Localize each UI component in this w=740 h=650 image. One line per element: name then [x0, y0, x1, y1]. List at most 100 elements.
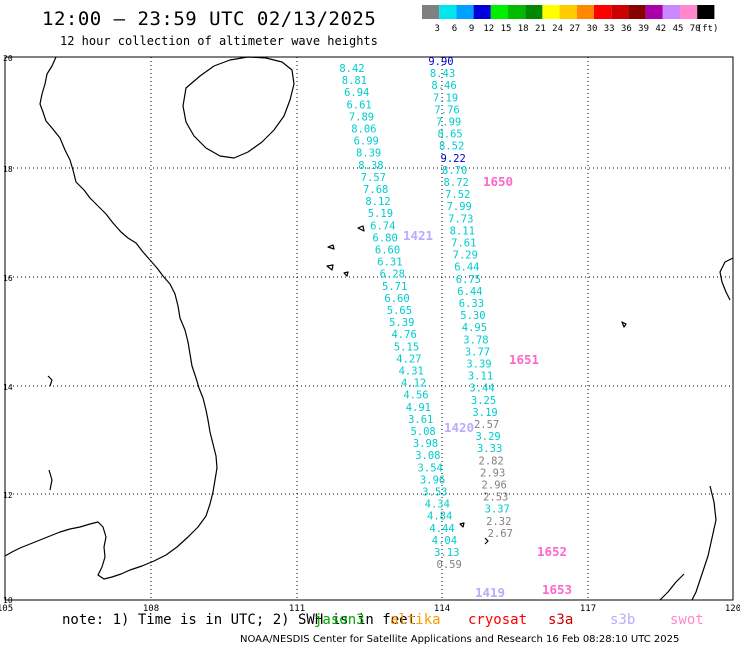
latitude-label: 14 — [3, 383, 13, 392]
wave-height-value: 6.75 — [456, 274, 481, 286]
wave-height-value: 2.67 — [488, 528, 513, 540]
wave-height-value: 3.39 — [466, 359, 491, 371]
track-time-label: 1420 — [444, 420, 474, 435]
islet-e — [459, 522, 465, 528]
wave-height-value: 5.65 — [387, 305, 412, 317]
hainan-coast — [182, 56, 295, 159]
wave-height-value: 0.59 — [437, 559, 462, 571]
wave-height-value: 9.90 — [428, 56, 453, 68]
wave-height-value: 4.04 — [432, 535, 457, 547]
track-time-label: 1650 — [483, 174, 513, 189]
wave-height-value: 7.89 — [349, 111, 374, 123]
wave-height-value: 5.39 — [389, 317, 414, 329]
islet-f — [484, 537, 489, 545]
wave-height-value: 8.43 — [430, 68, 455, 80]
satellite-tracks: 8.428.816.946.617.898.066.998.398.387.57… — [339, 56, 513, 571]
latitude-label: 20 — [3, 54, 13, 63]
wave-height-value: 3.08 — [415, 450, 440, 462]
wave-height-value: 6.60 — [375, 245, 400, 257]
colorbar-tick-label: 39 — [638, 24, 649, 34]
wave-height-value: 7.19 — [433, 92, 458, 104]
wave-height-value: 3.96 — [420, 474, 445, 486]
wave-height-value: 3.37 — [485, 504, 510, 516]
colorbar-swatch — [662, 5, 680, 19]
wave-height-value: 6.60 — [384, 293, 409, 305]
colorbar-tick-label: 12 — [483, 24, 494, 34]
islet-d — [343, 271, 349, 277]
wave-height-colorbar: 3 6 9 12 15 18 21 24 27 30 33 36 39 42 45 70(ft) — [422, 5, 718, 34]
latitude-label: 16 — [3, 274, 13, 283]
longitude-tick-labels: 105 108 111 114 117 120 — [0, 604, 740, 614]
latitude-label: 12 — [3, 491, 13, 500]
colorbar-swatch — [680, 5, 698, 19]
borneo-coast — [659, 573, 685, 601]
wave-height-value: 6.74 — [370, 220, 395, 232]
luzon-coast — [719, 257, 734, 301]
wave-height-value: 6.31 — [377, 257, 402, 269]
wave-height-value: 3.25 — [471, 395, 496, 407]
wave-height-value: 7.68 — [363, 184, 388, 196]
wave-height-value: 3.19 — [472, 407, 497, 419]
colorbar-swatch — [525, 5, 543, 19]
colorbar-swatch — [645, 5, 663, 19]
wave-height-value: 6.28 — [380, 269, 405, 281]
colorbar-tick-label: 24 — [552, 24, 563, 34]
track-time-label: 1419 — [475, 585, 505, 600]
colorbar-swatch — [439, 5, 457, 19]
wave-height-value: 3.44 — [469, 383, 494, 395]
wave-height-value: 3.53 — [422, 487, 447, 499]
wave-height-value: 4.31 — [399, 366, 424, 378]
wave-height-value: 8.46 — [431, 80, 456, 92]
wave-height-value: 3.78 — [463, 334, 488, 346]
colorbar-tick-label: 27 — [569, 24, 580, 34]
wave-height-value: 4.12 — [401, 378, 426, 390]
colorbar-swatch — [697, 5, 715, 19]
longitude-label: 117 — [580, 604, 596, 614]
palawan-coast — [691, 485, 717, 601]
wave-height-value: 2.96 — [482, 480, 507, 492]
map-frame — [4, 56, 734, 601]
page-subtitle: 12 hour collection of altimeter wave hei… — [60, 34, 378, 48]
colorbar-tick-label: 3 — [434, 24, 439, 34]
islet-b — [326, 264, 334, 271]
islet-c — [357, 225, 365, 232]
wave-height-value: 8.52 — [439, 141, 464, 153]
colorbar-tick-label: 42 — [655, 24, 666, 34]
wave-height-value: 4.91 — [406, 402, 431, 414]
wave-height-value: 5.15 — [394, 341, 419, 353]
colorbar-tick-label: 6 — [452, 24, 457, 34]
longitude-label: 111 — [289, 604, 305, 614]
wave-height-value: 4.95 — [462, 322, 487, 334]
wave-height-value: 7.29 — [453, 250, 478, 262]
wave-height-value: 6.99 — [354, 136, 379, 148]
wave-height-value: 8.70 — [442, 165, 467, 177]
wave-height-value: 3.61 — [408, 414, 433, 426]
wave-height-value: 3.54 — [418, 462, 443, 474]
wave-height-value: 2.53 — [483, 492, 508, 504]
wave-height-value: 8.72 — [444, 177, 469, 189]
wave-height-value: 7.61 — [451, 238, 476, 250]
island-b — [47, 375, 53, 387]
longitude-label: 105 — [0, 604, 13, 614]
wave-height-value: 4.76 — [391, 329, 416, 341]
colorbar-swatch — [422, 5, 440, 19]
colorbar-tick-label: 70 — [690, 24, 701, 34]
latitude-tick-labels: 20 18 16 14 12 10 — [3, 54, 13, 605]
satellite-label-cryosat: cryosat — [468, 612, 528, 628]
islet-a — [327, 244, 335, 250]
wave-height-value: 5.19 — [368, 208, 393, 220]
wave-height-value: 7.73 — [448, 213, 473, 225]
wave-height-value: 6.94 — [344, 87, 369, 99]
note-text: note: 1) Time is in UTC; 2) SWH is in fe… — [62, 612, 417, 628]
wave-height-value: 6.44 — [454, 262, 479, 274]
longitude-label: 108 — [143, 604, 159, 614]
wave-height-value: 2.32 — [486, 516, 511, 528]
wave-height-value: 5.71 — [382, 281, 407, 293]
wave-height-value: 6.61 — [346, 99, 371, 111]
wave-height-value: 4.84 — [427, 511, 452, 523]
wave-height-value: 7.99 — [436, 117, 461, 129]
wave-height-value: 4.56 — [403, 390, 428, 402]
wave-height-value: 4.34 — [425, 499, 450, 511]
wave-height-value: 7.99 — [447, 201, 472, 213]
colorbar-swatch — [456, 5, 474, 19]
